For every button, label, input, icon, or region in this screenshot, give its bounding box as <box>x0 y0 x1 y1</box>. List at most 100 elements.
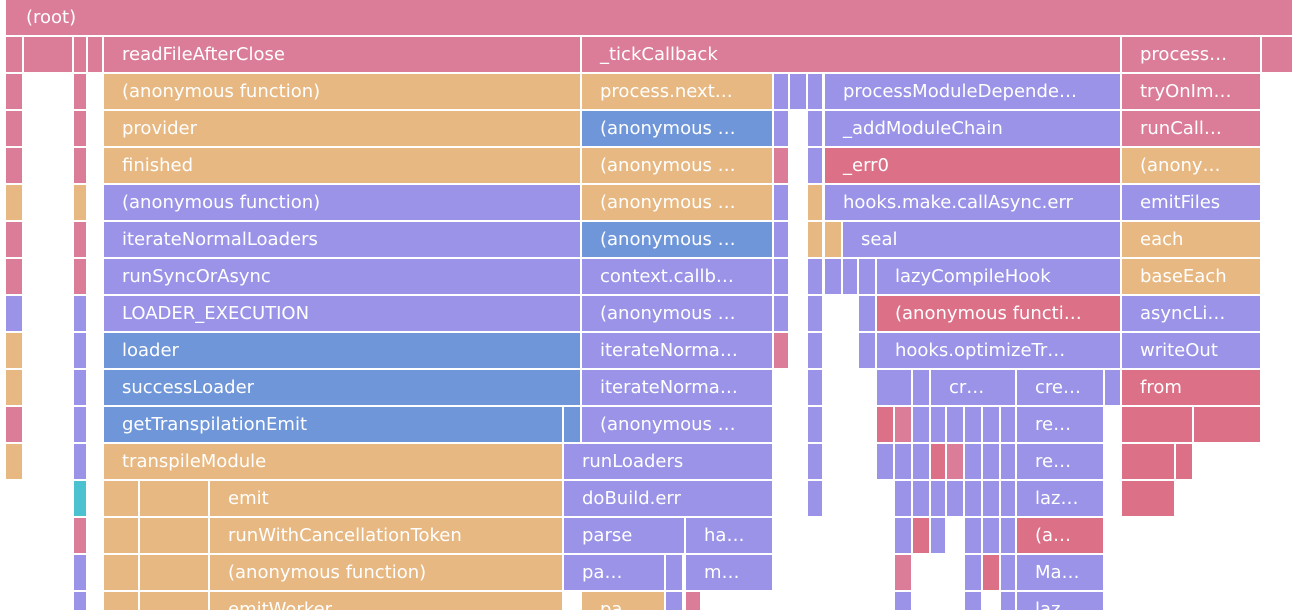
frame-unnamed[interactable] <box>104 481 138 516</box>
frame-unnamed[interactable] <box>1105 370 1120 405</box>
frame-unnamed[interactable] <box>104 592 138 610</box>
frame-readfileafterclose[interactable]: readFileAfterClose <box>104 37 580 72</box>
frame-unnamed[interactable] <box>913 407 929 442</box>
frame-unnamed[interactable] <box>6 74 22 109</box>
frame-ma[interactable]: Ma… <box>1017 555 1103 590</box>
frame-unnamed[interactable] <box>774 222 788 257</box>
frame-seal[interactable]: seal <box>843 222 1120 257</box>
frame-unnamed[interactable] <box>774 74 788 109</box>
frame-unnamed[interactable] <box>1001 555 1015 590</box>
frame-ha[interactable]: ha… <box>686 518 772 553</box>
frame-unnamed[interactable] <box>983 481 999 516</box>
frame-writeout[interactable]: writeOut <box>1122 333 1260 368</box>
frame-unnamed[interactable] <box>931 444 945 479</box>
frame-unnamed[interactable] <box>6 222 22 257</box>
frame-emit[interactable]: emit <box>210 481 562 516</box>
frame-unnamed[interactable] <box>983 518 999 553</box>
frame-unnamed[interactable] <box>983 555 999 590</box>
frame-loader-execution[interactable]: LOADER_EXECUTION <box>104 296 580 331</box>
frame-from[interactable]: from <box>1122 370 1260 405</box>
frame-laz[interactable]: laz… <box>1017 481 1103 516</box>
frame-unnamed[interactable] <box>666 592 682 610</box>
frame-err0[interactable]: _err0 <box>825 148 1120 183</box>
frame-runwithcancellationtoken[interactable]: runWithCancellationToken <box>210 518 562 553</box>
frame-iteratenormalloaders[interactable]: iterateNormalLoaders <box>104 222 580 257</box>
frame-re[interactable]: re… <box>1017 444 1103 479</box>
frame-unnamed[interactable] <box>6 111 22 146</box>
frame-each[interactable]: each <box>1122 222 1260 257</box>
frame-unnamed[interactable] <box>895 444 911 479</box>
frame-unnamed[interactable] <box>877 407 893 442</box>
frame-unnamed[interactable] <box>895 481 911 516</box>
frame-iteratenormaloaders[interactable]: iterateNorma… <box>582 333 772 368</box>
frame-unnamed[interactable] <box>808 481 822 516</box>
frame-unnamed[interactable] <box>1194 407 1260 442</box>
frame-gettranspilationemit[interactable]: getTranspilationEmit <box>104 407 562 442</box>
frame-unnamed[interactable] <box>140 481 208 516</box>
frame-unnamed[interactable] <box>931 481 945 516</box>
frame-unnamed[interactable] <box>808 259 822 294</box>
frame-unnamed[interactable] <box>790 74 806 109</box>
frame-unnamed[interactable] <box>6 148 22 183</box>
frame-runcall[interactable]: runCall… <box>1122 111 1260 146</box>
frame-unnamed[interactable] <box>808 370 822 405</box>
frame-unnamed[interactable] <box>1001 481 1015 516</box>
frame-unnamed[interactable] <box>774 333 788 368</box>
frame-pa[interactable]: pa… <box>582 592 664 610</box>
frame-cre[interactable]: cre… <box>1017 370 1103 405</box>
frame-unnamed[interactable] <box>774 185 788 220</box>
frame-laz[interactable]: laz… <box>1017 592 1103 610</box>
frame-unnamed[interactable] <box>965 592 981 610</box>
frame-unnamed[interactable] <box>74 407 86 442</box>
frame-unnamed[interactable] <box>859 296 875 331</box>
frame-unnamed[interactable] <box>774 148 788 183</box>
frame-unnamed[interactable] <box>104 518 138 553</box>
frame-dobuild-err[interactable]: doBuild.err <box>564 481 772 516</box>
frame-a[interactable]: (a… <box>1017 518 1103 553</box>
frame-unnamed[interactable] <box>808 296 822 331</box>
frame-unnamed[interactable] <box>965 444 981 479</box>
frame-tickcallback[interactable]: _tickCallback <box>582 37 1120 72</box>
frame-context-callback[interactable]: context.callb… <box>582 259 772 294</box>
frame-emitworker[interactable]: emitWorker <box>210 592 562 610</box>
frame-unnamed[interactable] <box>140 518 208 553</box>
frame-unnamed[interactable] <box>808 74 822 109</box>
frame-unnamed[interactable] <box>74 555 86 590</box>
frame-anonymous[interactable]: (anonymous … <box>582 222 772 257</box>
frame-unnamed[interactable] <box>931 518 945 553</box>
frame-unnamed[interactable] <box>859 259 875 294</box>
frame-unnamed[interactable] <box>74 37 86 72</box>
frame-baseeach[interactable]: baseEach <box>1122 259 1260 294</box>
frame-unnamed[interactable] <box>877 444 893 479</box>
frame-unnamed[interactable] <box>774 111 788 146</box>
frame-unnamed[interactable] <box>913 444 929 479</box>
frame-unnamed[interactable] <box>686 592 700 610</box>
frame-unnamed[interactable] <box>74 370 86 405</box>
frame-unnamed[interactable] <box>1001 518 1015 553</box>
frame-unnamed[interactable] <box>74 222 86 257</box>
frame-parse[interactable]: parse <box>564 518 684 553</box>
frame-unnamed[interactable] <box>74 296 86 331</box>
frame-unnamed[interactable] <box>895 555 911 590</box>
frame-unnamed[interactable] <box>1122 481 1174 516</box>
frame-unnamed[interactable] <box>24 37 72 72</box>
frame-anonymous-function[interactable]: (anonymous function) <box>104 74 580 109</box>
frame-unnamed[interactable] <box>825 259 841 294</box>
frame-pa[interactable]: pa… <box>564 555 664 590</box>
frame-unnamed[interactable] <box>1001 592 1015 610</box>
frame-processmoduledependencies[interactable]: processModuleDepende… <box>825 74 1120 109</box>
frame-anonymous-function[interactable]: (anonymous function) <box>210 555 562 590</box>
frame-loader[interactable]: loader <box>104 333 580 368</box>
frame-unnamed[interactable] <box>947 481 963 516</box>
frame-unnamed[interactable] <box>74 333 86 368</box>
frame-unnamed[interactable] <box>808 333 822 368</box>
frame-re[interactable]: re… <box>1017 407 1103 442</box>
frame-asyncli[interactable]: asyncLi… <box>1122 296 1260 331</box>
frame-unnamed[interactable] <box>1122 444 1174 479</box>
frame-unnamed[interactable] <box>965 481 981 516</box>
frame-cr[interactable]: cr… <box>931 370 1015 405</box>
frame-unnamed[interactable] <box>140 555 208 590</box>
frame-hooks-optimizetree[interactable]: hooks.optimizeTr… <box>877 333 1120 368</box>
frame-unnamed[interactable] <box>947 407 963 442</box>
frame-unnamed[interactable] <box>6 259 22 294</box>
